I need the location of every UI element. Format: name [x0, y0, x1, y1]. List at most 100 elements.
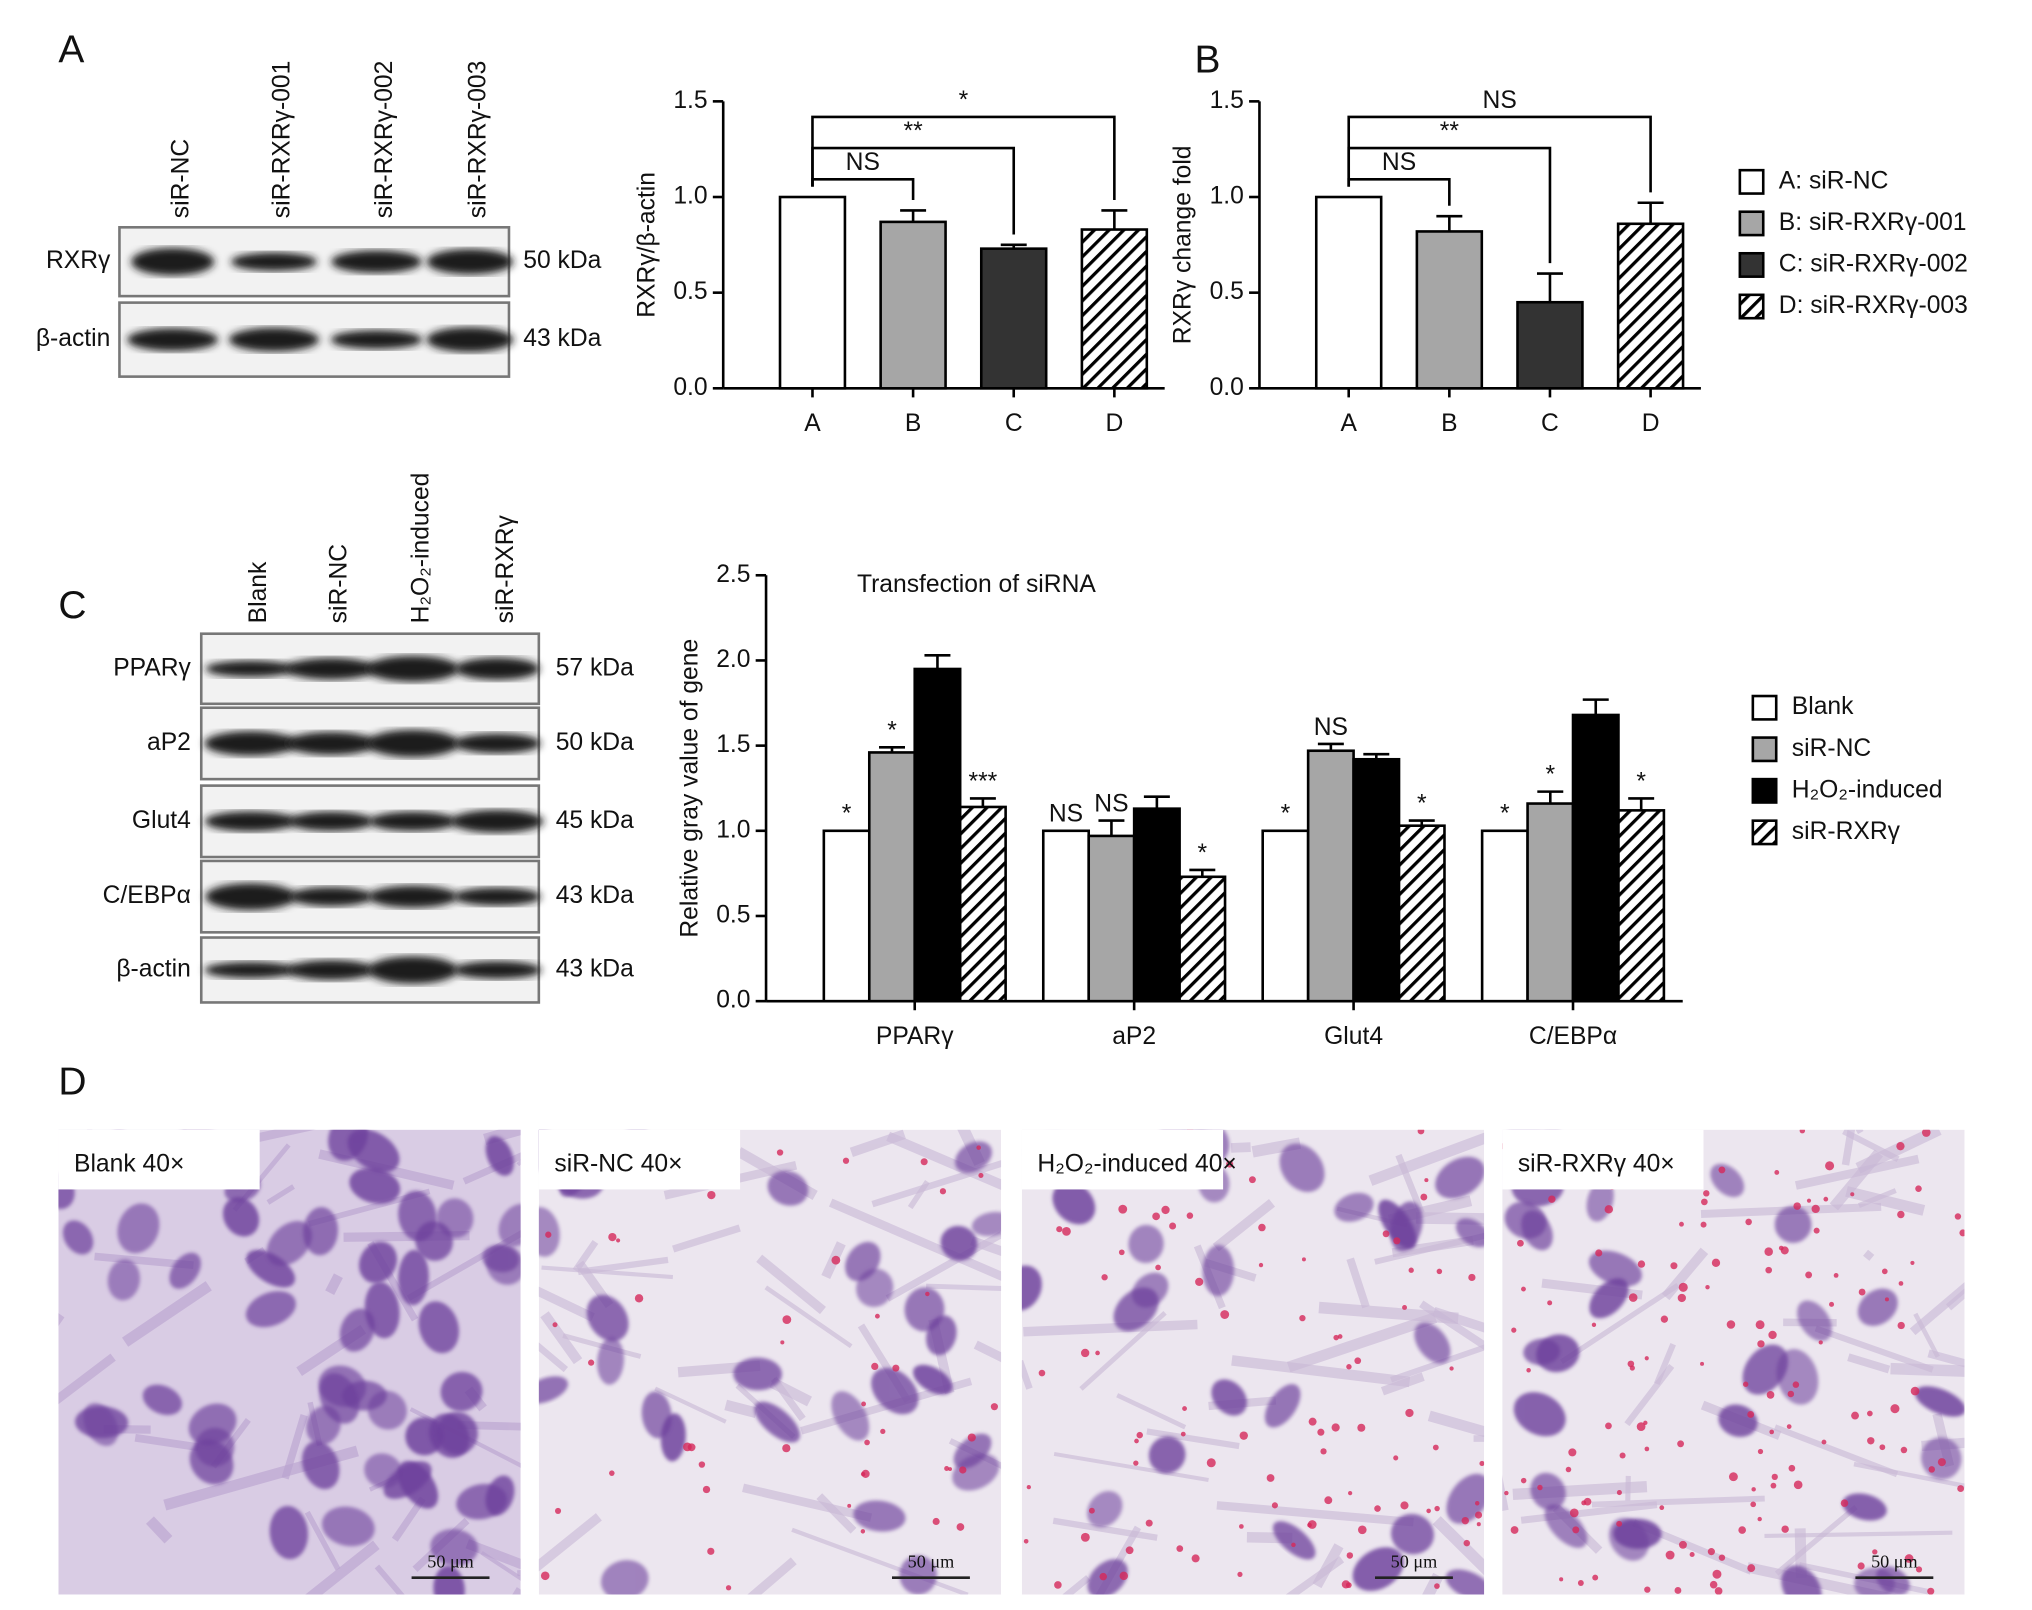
lipid-droplet — [1134, 1439, 1139, 1444]
lipid-droplet — [1272, 1502, 1278, 1508]
lipid-droplet — [925, 1292, 929, 1296]
comparison-label: NS — [1382, 149, 1416, 176]
error-bar — [900, 210, 926, 221]
band — [453, 961, 541, 979]
x-tick-label: D — [1105, 410, 1123, 437]
scale-label: 50 μm — [427, 1552, 474, 1572]
lipid-droplet — [1772, 1474, 1778, 1480]
lipid-droplet — [1768, 1331, 1776, 1339]
lipid-droplet — [957, 1523, 965, 1531]
lipid-droplet — [1548, 1195, 1555, 1202]
lipid-droplet — [1701, 1222, 1707, 1228]
bar — [915, 669, 960, 1001]
x-tick-label: C — [1541, 410, 1559, 437]
lipid-droplet — [1089, 1508, 1095, 1514]
lipid-droplet — [948, 1467, 952, 1471]
significance-label: NS — [1094, 791, 1128, 818]
lipid-droplet — [553, 1322, 558, 1327]
scale-label: 50 μm — [908, 1552, 955, 1572]
bar — [1518, 302, 1583, 388]
lipid-droplet — [1841, 1499, 1849, 1507]
lipid-droplet — [1324, 1496, 1332, 1504]
lipid-droplet — [1959, 1229, 1966, 1236]
band — [288, 960, 375, 980]
lipid-droplet — [683, 1442, 692, 1451]
lipid-droplet — [1346, 1364, 1351, 1369]
lipid-droplet — [1592, 1323, 1596, 1327]
y-tick-label: 2.0 — [716, 646, 750, 673]
lipid-droplet — [875, 1314, 880, 1319]
x-tick-label: PPARγ — [876, 1023, 954, 1050]
lane-label: siR-RXRγ-003 — [465, 61, 492, 219]
bar — [824, 831, 869, 1001]
lipid-droplet — [1559, 1577, 1563, 1581]
band — [204, 731, 297, 756]
lipid-droplet — [1718, 1166, 1725, 1173]
lipid-droplet — [1708, 1548, 1715, 1555]
scale-label: 50 μm — [1871, 1552, 1918, 1572]
lipid-droplet — [1927, 1588, 1934, 1595]
lipid-droplet — [1346, 1582, 1352, 1588]
lipid-droplet — [1521, 1287, 1526, 1292]
lipid-droplet — [1100, 1573, 1107, 1580]
lipid-droplet — [1152, 1212, 1160, 1220]
lipid-droplet — [1249, 1176, 1256, 1183]
fiber — [171, 1069, 186, 1135]
lipid-droplet — [1420, 1194, 1427, 1201]
error-bar — [1436, 216, 1462, 231]
lipid-droplet — [616, 1238, 620, 1242]
lipid-droplet — [1679, 1222, 1684, 1227]
lipid-droplet — [1192, 1554, 1200, 1562]
lipid-droplet — [1155, 1265, 1161, 1271]
lipid-droplet — [1537, 1485, 1542, 1490]
band — [289, 812, 374, 831]
row-label: aP2 — [147, 729, 191, 756]
lipid-droplet — [1885, 1297, 1889, 1301]
lipid-droplet — [1418, 1128, 1425, 1135]
lipid-droplet — [1701, 1199, 1708, 1206]
lipid-droplet — [1645, 1447, 1650, 1452]
lipid-droplet — [1299, 1315, 1305, 1321]
significance-label: *** — [968, 768, 997, 795]
bar — [1134, 809, 1179, 1001]
lipid-droplet — [1237, 1572, 1242, 1577]
lipid-droplet — [1859, 1289, 1866, 1296]
lipid-droplet — [1267, 1474, 1275, 1482]
lipid-droplet — [1056, 1226, 1062, 1232]
comparison-label: ** — [904, 118, 924, 145]
lipid-droplet — [1570, 1509, 1579, 1518]
lipid-droplet — [978, 1173, 983, 1178]
y-tick-label: 2.5 — [716, 561, 750, 588]
lipid-droplet — [1712, 1259, 1720, 1267]
lipid-droplet — [1787, 1424, 1792, 1429]
fiber — [1231, 1147, 1251, 1148]
bar — [869, 752, 914, 1001]
lipid-droplet — [1302, 1257, 1306, 1261]
y-axis-label: Relative gray value of gene — [676, 639, 703, 938]
band — [367, 656, 460, 682]
lipid-droplet — [933, 1518, 940, 1525]
band — [231, 253, 317, 271]
lipid-droplet — [1511, 1328, 1516, 1333]
lipid-droplet — [921, 1158, 928, 1165]
lipid-droplet — [864, 1440, 870, 1446]
lipid-droplet — [1789, 1465, 1796, 1472]
error-bar — [1537, 792, 1563, 804]
lipid-droplet — [1812, 1205, 1820, 1213]
panel-label: A — [58, 28, 84, 71]
bar — [1308, 751, 1353, 1001]
lipid-droplet — [782, 1315, 791, 1324]
x-tick-label: A — [804, 410, 821, 437]
lipid-droplet — [1823, 1197, 1828, 1202]
lipid-droplet — [1659, 1505, 1664, 1510]
lipid-droplet — [1176, 1545, 1183, 1552]
lipid-droplet — [1332, 1423, 1340, 1431]
lipid-droplet — [703, 1486, 710, 1493]
micrograph — [1490, 1066, 2032, 1605]
lipid-droplet — [1521, 1478, 1527, 1484]
bar — [1354, 759, 1399, 1001]
lipid-droplet — [1805, 1271, 1812, 1278]
lipid-droplet — [1666, 1551, 1675, 1560]
lipid-droplet — [1081, 1533, 1090, 1542]
